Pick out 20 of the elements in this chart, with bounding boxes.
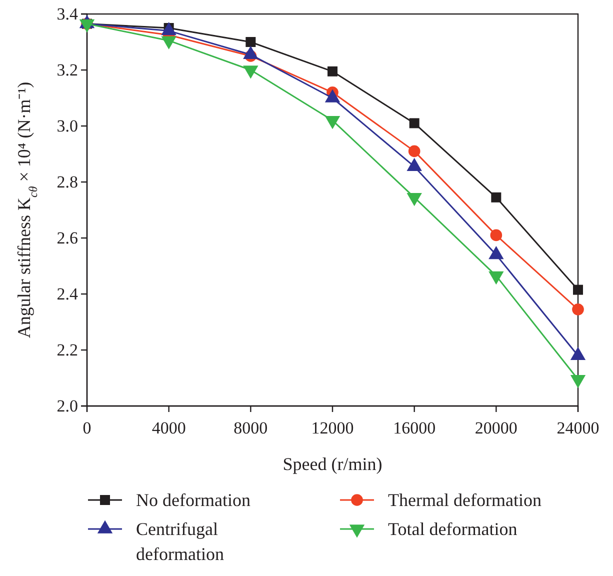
y-tick-label: 3.4	[56, 4, 78, 24]
legend-label: Thermal deformation	[388, 490, 542, 510]
x-tick-label: 12000	[311, 418, 354, 438]
x-tick-label: 20000	[474, 418, 518, 438]
y-tick-label: 3.2	[56, 60, 78, 80]
x-tick-label: 4000	[152, 418, 186, 438]
y-tick-label: 2.2	[56, 340, 78, 360]
y-tick-label: 2.6	[56, 228, 78, 248]
y-tick-label: 2.8	[56, 172, 78, 192]
x-tick-label: 0	[82, 418, 92, 438]
y-tick-label: 2.0	[56, 396, 78, 416]
legend-label: Centrifugal deformation	[136, 519, 224, 564]
x-axis-title: Speed (r/min)	[282, 454, 382, 474]
legend-label: No deformation	[136, 490, 250, 510]
y-tick-label: 3.0	[56, 116, 78, 136]
y-tick-label: 2.4	[56, 284, 78, 304]
legend-label: Total deformation	[388, 519, 518, 539]
x-tick-label: 16000	[393, 418, 436, 438]
x-tick-label: 8000	[234, 418, 268, 438]
x-tick-label: 24000	[556, 418, 600, 438]
